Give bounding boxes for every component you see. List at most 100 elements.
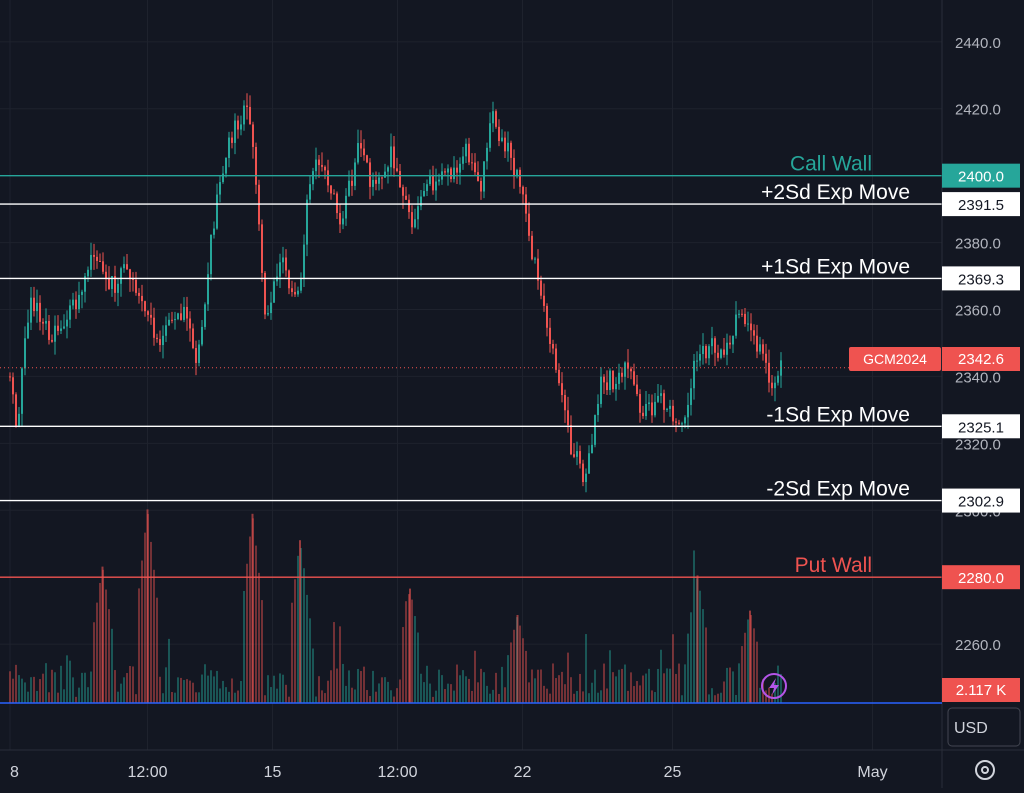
candle-body [18, 413, 20, 426]
symbol-label: GCM2024 [863, 351, 927, 367]
volume-bar [306, 594, 308, 703]
volume-bar [141, 560, 143, 703]
volume-bar [213, 676, 215, 703]
volume-bar [96, 602, 98, 703]
volume-bar [642, 675, 644, 703]
candle-body [363, 148, 365, 156]
candle-body [717, 352, 719, 358]
candle-body [396, 168, 398, 172]
lightning-icon[interactable] [761, 673, 787, 699]
volume-bar [411, 599, 413, 703]
volume-bar [723, 681, 725, 703]
volume-bar [315, 696, 317, 703]
volume-bar [258, 572, 260, 703]
candle-body [558, 369, 560, 384]
candle-body [504, 137, 506, 152]
volume-bar [84, 672, 86, 703]
volume-bar [612, 672, 614, 703]
candle-body [60, 328, 62, 331]
candle-body [210, 234, 212, 275]
volume-bar [483, 672, 485, 703]
settings-button[interactable] [975, 760, 995, 780]
candle-body [246, 105, 248, 107]
candle-body [720, 349, 722, 358]
candle-body [498, 126, 500, 142]
volume-bar [555, 678, 557, 703]
volume-bar [603, 663, 605, 703]
candle-body [660, 393, 662, 396]
candle-body [255, 146, 257, 185]
volume-bar [477, 682, 479, 703]
volume-bar [717, 693, 719, 703]
candle-body [657, 395, 659, 402]
volume-bar [33, 676, 35, 703]
level-badge-text: 2302.9 [958, 494, 1004, 511]
candle-body [708, 346, 710, 359]
volume-bar [756, 641, 758, 703]
candle-body [759, 344, 761, 352]
volume-bar [234, 692, 236, 703]
volume-spike [299, 540, 301, 703]
volume-bar [564, 684, 566, 703]
volume-bar [558, 675, 560, 703]
candle-body [312, 171, 314, 185]
candle-body [318, 159, 320, 166]
candle-body [510, 142, 512, 158]
volume-bar [210, 670, 212, 703]
volume-bar [519, 625, 521, 703]
volume-bar [105, 589, 107, 703]
currency-button[interactable]: USD [947, 707, 1021, 747]
candle-body [588, 453, 590, 474]
volume-bar [135, 694, 137, 703]
lightning-button[interactable] [761, 673, 787, 699]
level-lines: Call Wall +2Sd Exp Move +1Sd Exp Move -1Sd … [0, 153, 942, 578]
volume-bar [435, 690, 437, 703]
candle-body [639, 394, 641, 413]
candle-body [99, 260, 101, 262]
x-tick-label: 15 [264, 764, 282, 781]
volume-bar [312, 648, 314, 703]
volume-bar [24, 682, 26, 703]
volume-bar [246, 563, 248, 703]
volume-bar [378, 683, 380, 703]
candle-body [603, 376, 605, 383]
candle-body [561, 383, 563, 396]
candle-body [84, 276, 86, 292]
candle-body [339, 213, 341, 225]
candle-body [447, 168, 449, 173]
candle-body [450, 168, 452, 180]
volume-bar [672, 634, 674, 703]
volume-bar [138, 588, 140, 703]
candle-body [282, 257, 284, 263]
settings-icon[interactable] [975, 760, 995, 780]
candle-body [393, 146, 395, 169]
volume-bar [729, 667, 731, 703]
candle-body [564, 395, 566, 411]
volume-bar [333, 622, 335, 703]
candle-body [78, 294, 80, 310]
candle-body [174, 319, 176, 321]
candle-body [729, 342, 731, 345]
volume-bar [342, 663, 344, 703]
candle-body [672, 405, 674, 422]
volume-bar [288, 696, 290, 703]
volume-bar [303, 568, 305, 703]
candle-body [192, 328, 194, 349]
candle-body [489, 123, 491, 148]
volume-bar [726, 667, 728, 703]
volume-bar [666, 668, 668, 703]
candle-body [105, 271, 107, 279]
candle-body [168, 319, 170, 326]
volume-bar [405, 601, 407, 703]
candle-body [201, 326, 203, 345]
candle-body [507, 142, 509, 152]
volume-bar [438, 669, 440, 703]
volume-bar [192, 682, 194, 703]
volume-bar [255, 545, 257, 703]
volume-bar [669, 668, 671, 703]
y-tick-label: 2340.0 [955, 369, 1001, 386]
volume-bar [426, 665, 428, 703]
volume-bar [690, 612, 692, 703]
